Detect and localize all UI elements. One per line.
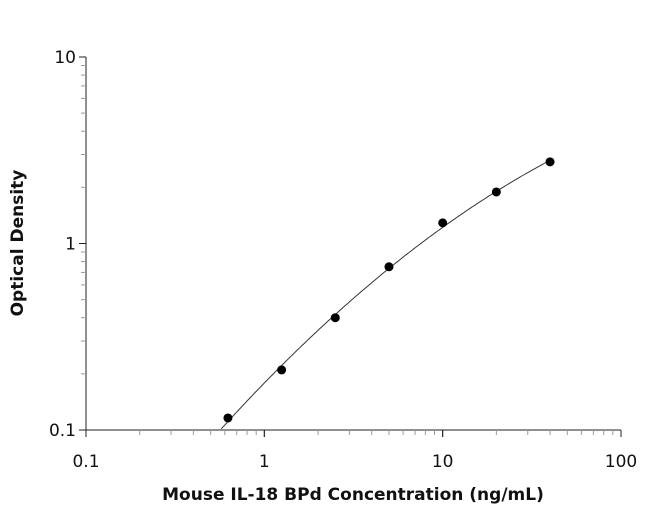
y-tick-labels: 0.1 1 10 <box>49 48 76 441</box>
y-tick-label: 10 <box>54 48 76 68</box>
x-tick-label: 10 <box>432 452 454 472</box>
data-point <box>277 365 287 375</box>
fit-curve <box>220 160 550 430</box>
data-point <box>438 218 448 228</box>
x-tick-label: 100 <box>605 452 637 472</box>
x-tick-labels: 0.1 1 10 100 <box>72 452 637 472</box>
y-tick-label: 0.1 <box>49 421 76 441</box>
data-point <box>384 262 394 272</box>
x-tick-label: 1 <box>259 452 270 472</box>
data-point <box>223 413 233 423</box>
data-point <box>491 187 501 197</box>
x-axis-title: Mouse IL-18 BPd Concentration (ng/mL) <box>162 485 544 505</box>
y-axis-title: Optical Density <box>8 170 28 317</box>
axes <box>79 56 622 437</box>
data-points <box>223 157 555 423</box>
y-tick-label: 1 <box>65 235 76 255</box>
x-tick-label: 0.1 <box>72 452 99 472</box>
data-point <box>330 313 340 323</box>
data-point <box>545 157 555 167</box>
